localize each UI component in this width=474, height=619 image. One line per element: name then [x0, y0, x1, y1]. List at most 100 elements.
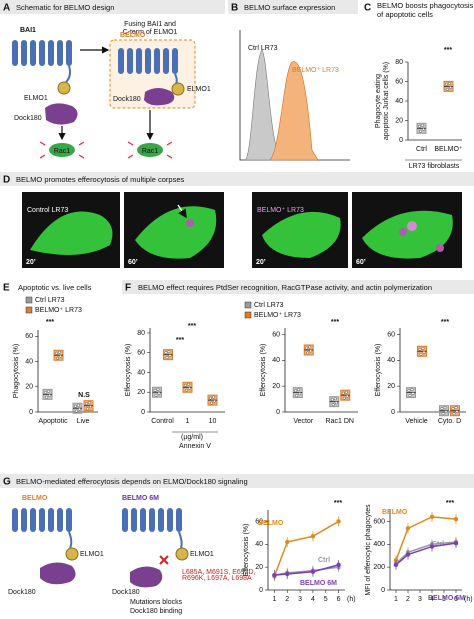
point [448, 81, 451, 85]
legend-label: Ctrl LR73 [35, 297, 65, 304]
x-tick-label: 5 [442, 596, 446, 603]
line [273, 520, 339, 577]
point [88, 401, 91, 405]
point [55, 351, 58, 355]
panel-title: BELMO effect requires PtdSer recognition… [138, 283, 432, 292]
point [410, 388, 414, 392]
point [455, 410, 459, 414]
line [395, 516, 457, 561]
micrograph [22, 192, 120, 268]
point [444, 410, 448, 414]
x-tick-label: Cyto. D [438, 418, 461, 425]
label: ELMO1 [190, 551, 214, 558]
series-label: Ctrl [432, 541, 444, 548]
y-axis-label: Efferocytosis (%) [243, 524, 250, 577]
y-tick-label: 60 [137, 350, 145, 357]
annotation: *** [46, 319, 54, 326]
point [272, 572, 277, 578]
point [452, 412, 456, 416]
y-tick-label: 60 [395, 78, 403, 85]
y-tick-label: 20 [395, 117, 403, 124]
x-tick-label: 2 [285, 596, 289, 603]
point [154, 393, 158, 397]
y-tick-label: 60 [25, 333, 33, 340]
y-tick-label: 0 [381, 587, 385, 594]
label: Dock180 [14, 115, 42, 122]
axis [407, 62, 462, 141]
y-tick-label: 80 [137, 330, 145, 337]
panel-g: G BELMO-mediated efferocytosis depends o… [0, 474, 474, 615]
x-tick-label: Vehicle [405, 418, 428, 425]
point [405, 526, 411, 531]
time-label: 60’ [128, 259, 138, 266]
point [85, 402, 88, 406]
point [209, 396, 212, 400]
point [58, 350, 61, 354]
label: ELMO1 [80, 551, 104, 558]
panel-letter: C [364, 3, 371, 14]
point [411, 392, 415, 396]
series-label: BELMO [382, 509, 408, 516]
label: Dock180 [113, 96, 141, 103]
annotation: *** [444, 47, 452, 54]
label: Dock180 [8, 589, 36, 596]
y-tick-label: 60 [272, 331, 280, 338]
image-label: BELMO⁺ LR73 [257, 207, 304, 214]
mutations: L685A, M691S, E692D, [182, 569, 256, 576]
y-tick-label: 80 [395, 59, 403, 66]
y-tick-label: 20 [255, 564, 263, 571]
point [77, 403, 80, 407]
panel-letter: A [3, 3, 10, 14]
panel-letter: F [125, 283, 131, 294]
x-tick-label: 5 [324, 596, 328, 603]
y-tick-label: 60 [255, 518, 263, 525]
point [333, 397, 337, 401]
receptor [12, 508, 79, 585]
header-bar [0, 0, 225, 14]
note: Mutations blocks [130, 599, 183, 606]
point [59, 354, 62, 358]
point [297, 388, 301, 392]
x-tick-label: Rac1 DN [326, 418, 354, 425]
line [395, 541, 457, 565]
x-tick-label: 4 [430, 596, 434, 603]
point [285, 539, 290, 545]
x-tick-label: 1 [186, 418, 190, 425]
panel-letter: E [3, 283, 10, 294]
point [451, 407, 455, 411]
x-tick-label: 4 [311, 596, 315, 603]
label: Rac1 [54, 148, 70, 155]
point [185, 388, 188, 392]
point [336, 519, 341, 524]
time-label: 20’ [256, 259, 266, 266]
point [212, 395, 215, 399]
x-unit: (h) [464, 596, 473, 603]
y-axis-label: Efferocytosis (%) [260, 344, 267, 397]
label: BELMO [120, 32, 146, 39]
micrograph [252, 192, 348, 268]
label: BELMO [22, 495, 48, 502]
point [405, 552, 411, 557]
point [285, 571, 290, 577]
label: ELMO1 [24, 95, 48, 102]
y-tick-label: 0 [259, 587, 263, 594]
series-label: BELMO 6M [300, 580, 337, 587]
panel-title: BELMO promotes efferocytosis of multiple… [16, 175, 185, 184]
y-tick-label: 600 [373, 518, 385, 525]
y-axis-label: Phagocyte eating [375, 74, 382, 128]
y-tick-label: 40 [137, 369, 145, 376]
y-tick-label: 0 [391, 409, 395, 416]
y-tick-label: 20 [272, 383, 280, 390]
point [86, 407, 89, 411]
point [306, 351, 310, 355]
point [210, 401, 213, 405]
point [56, 356, 59, 360]
label: Dock180 [112, 589, 140, 596]
annotation: *** [188, 323, 196, 330]
point [45, 395, 48, 399]
point [429, 544, 435, 549]
point [44, 390, 47, 394]
point [310, 534, 316, 539]
x-tick-label: 1 [272, 596, 276, 603]
group-label: Annexin V [179, 443, 211, 450]
